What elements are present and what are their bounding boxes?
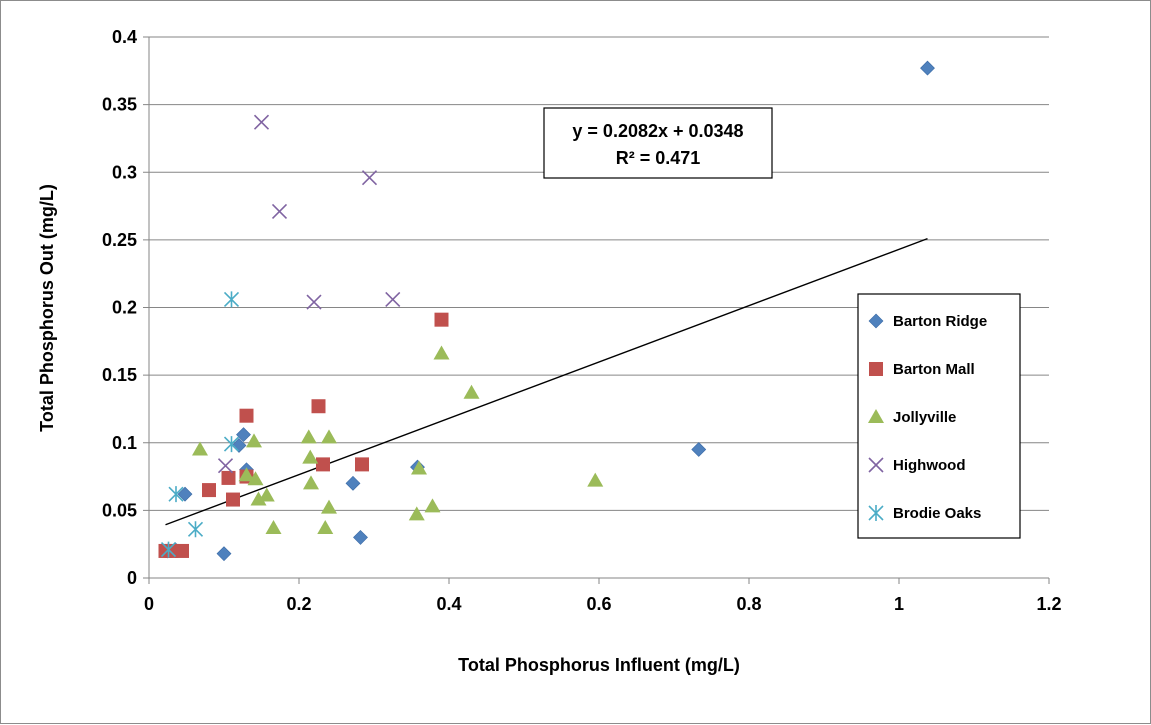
- data-point: [300, 429, 317, 444]
- data-point: [302, 449, 319, 464]
- data-point: [434, 312, 449, 327]
- x-tick-label: 1: [894, 594, 904, 614]
- y-tick-label: 0.2: [112, 298, 137, 318]
- data-point: [306, 294, 322, 310]
- data-point: [385, 291, 401, 307]
- data-point: [265, 519, 282, 534]
- data-point: [236, 427, 251, 443]
- data-point: [250, 491, 267, 506]
- data-point: [223, 291, 240, 308]
- y-tick-label: 0.35: [102, 95, 137, 115]
- y-tick-label: 0.4: [112, 27, 137, 47]
- data-point: [258, 487, 275, 502]
- data-point: [587, 472, 604, 487]
- data-point: [424, 498, 441, 513]
- data-point: [192, 441, 208, 456]
- legend: Barton Ridge Barton Mall Jollyville Highwoo…: [857, 293, 1021, 539]
- legend-marker: [869, 362, 883, 376]
- data-point: [221, 470, 236, 485]
- tick-labels: 0 0.05 0.1 0.15 0.2 0.25 0.3 0.35 0.4 0 0.2 0.4 0.6 0…: [102, 27, 1062, 614]
- trendline: [165, 237, 928, 526]
- data-point: [355, 457, 369, 472]
- x-axis-title: Total Phosphorus Influent (mg/L): [458, 655, 740, 675]
- data-point: [226, 492, 240, 507]
- data-point: [920, 60, 935, 76]
- x-tick-label: 0.4: [436, 594, 461, 614]
- data-point: [463, 384, 480, 399]
- data-point: [316, 457, 330, 472]
- r-squared-label: R² = 0.471: [616, 148, 701, 168]
- data-point: [411, 460, 427, 475]
- series-highwood: [217, 114, 401, 474]
- x-tick-label: 1.2: [1036, 594, 1061, 614]
- legend-entry-label: Barton Mall: [893, 361, 975, 378]
- data-point: [168, 486, 184, 503]
- data-point: [246, 433, 262, 448]
- trendline-equation: y = 0.2082x + 0.0348: [572, 121, 743, 141]
- data-point: [223, 436, 240, 453]
- data-point: [177, 486, 193, 502]
- data-point: [345, 475, 361, 491]
- legend-marker: [868, 409, 884, 423]
- data-point: [317, 519, 334, 534]
- data-point: [187, 521, 204, 538]
- data-point: [353, 530, 368, 545]
- series-brodie-oaks: [160, 291, 240, 558]
- data-point: [216, 546, 232, 562]
- legend-entry-label: Brodie Oaks: [893, 505, 981, 522]
- data-points: [158, 60, 935, 562]
- y-tick-label: 0.25: [102, 230, 137, 250]
- data-point: [361, 170, 378, 186]
- data-point: [271, 203, 288, 220]
- legend-entry-label: Jollyville: [893, 409, 956, 426]
- data-point: [238, 467, 255, 482]
- data-point: [303, 475, 319, 490]
- y-tick-label: 0.3: [112, 162, 137, 182]
- axes: [143, 36, 1050, 584]
- y-tick-label: 0: [127, 568, 137, 588]
- y-axis-title: Total Phosphorus Out (mg/L): [37, 184, 57, 432]
- series-jollyville: [192, 345, 604, 534]
- y-tick-label: 0.1: [112, 433, 137, 453]
- legend-marker: [868, 313, 884, 329]
- legend-marker: [868, 505, 884, 521]
- data-point: [160, 541, 177, 558]
- data-point: [321, 499, 337, 514]
- y-tick-label: 0.05: [102, 500, 137, 520]
- data-point: [433, 345, 450, 360]
- data-point: [175, 543, 189, 558]
- data-point: [239, 408, 254, 423]
- data-point: [691, 442, 707, 457]
- x-tick-label: 0.6: [586, 594, 611, 614]
- data-point: [408, 506, 425, 521]
- data-point: [202, 483, 216, 498]
- x-tick-label: 0: [144, 594, 154, 614]
- legend-box: [857, 293, 1021, 539]
- data-point: [321, 429, 337, 444]
- equation-box: y = 0.2082x + 0.0348 R² = 0.471: [543, 107, 773, 179]
- x-tick-label: 0.8: [736, 594, 761, 614]
- data-point: [253, 114, 270, 130]
- data-point: [311, 399, 326, 414]
- x-tick-label: 0.2: [286, 594, 311, 614]
- data-point: [217, 458, 234, 474]
- y-tick-label: 0.15: [102, 365, 137, 385]
- legend-entry-label: Highwood: [893, 457, 965, 474]
- legend-entry-label: Barton Ridge: [893, 313, 987, 330]
- legend-marker: [868, 457, 884, 473]
- data-point: [247, 471, 264, 486]
- trendline-group: [165, 237, 928, 526]
